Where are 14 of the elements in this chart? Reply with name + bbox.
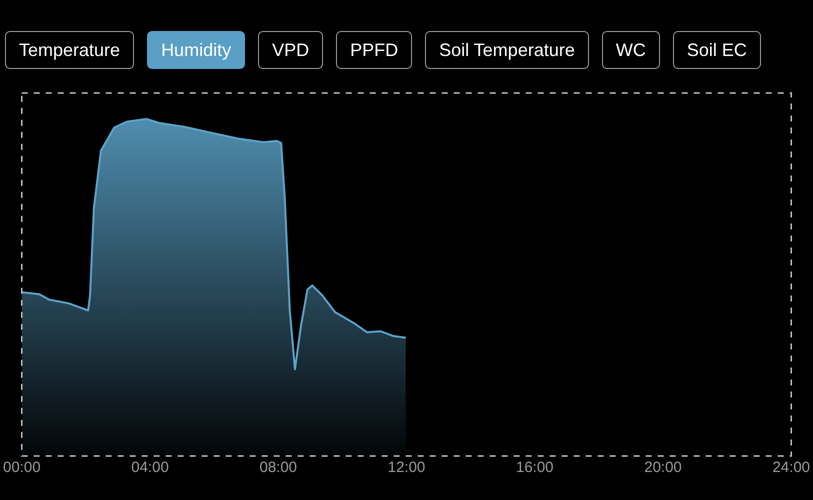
text: Soil EC [672, 31, 761, 69]
x-tick-label: 20:00 [644, 459, 682, 476]
text: Soil Temperature [425, 31, 589, 69]
x-tick-label: 08:00 [259, 459, 298, 476]
text: VPD [258, 31, 324, 69]
text: PPFD [336, 31, 412, 69]
x-tick-label: 12:00 [388, 459, 426, 476]
text: Humidity [147, 31, 246, 69]
x-tick-label: 04:00 [131, 459, 169, 476]
text: Temperature [5, 31, 134, 69]
x-tick-label: 16:00 [516, 459, 554, 476]
x-tick-label: 24:00 [772, 459, 810, 476]
text: WC [602, 31, 660, 69]
x-tick-label: 00:00 [2, 459, 41, 476]
